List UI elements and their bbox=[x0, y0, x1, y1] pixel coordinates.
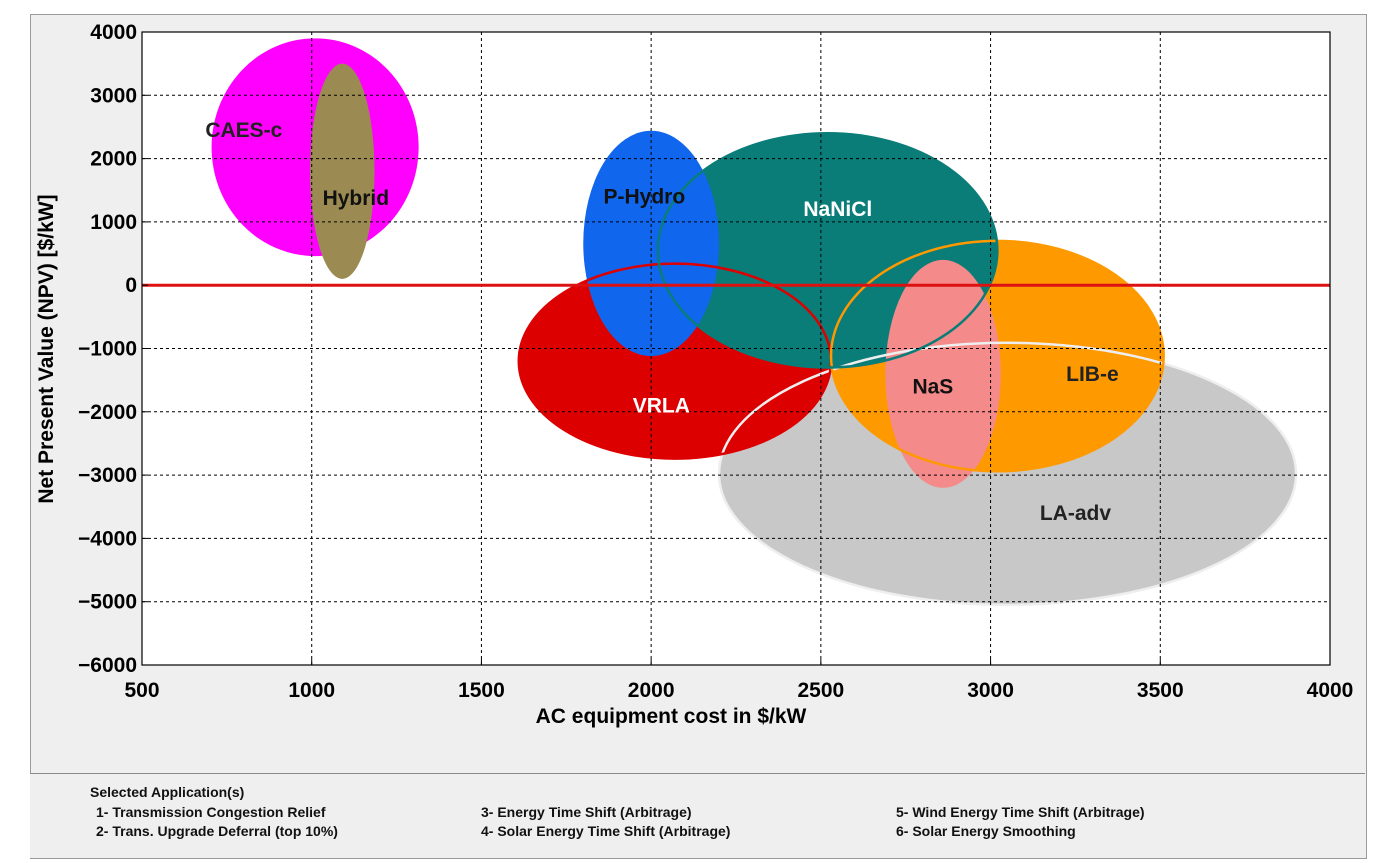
application-item-1: 1- Transmission Congestion Relief bbox=[96, 804, 326, 820]
x-tick-label: 500 bbox=[124, 679, 159, 702]
application-item-6: 6- Solar Energy Smoothing bbox=[896, 823, 1076, 839]
region-label-caes-c: CAES-c bbox=[205, 119, 282, 142]
x-tick-label: 4000 bbox=[1307, 679, 1354, 702]
selected-applications-panel: Selected Application(s) 1- Transmission … bbox=[30, 773, 1365, 858]
y-tick-label: −3000 bbox=[78, 464, 137, 487]
x-tick-label: 3500 bbox=[1137, 679, 1184, 702]
application-item-4: 4- Solar Energy Time Shift (Arbitrage) bbox=[481, 823, 731, 839]
applications-title: Selected Application(s) bbox=[90, 784, 245, 800]
region-nas bbox=[885, 259, 1001, 488]
region-label-vrla: VRLA bbox=[633, 394, 690, 417]
x-tick-label: 1000 bbox=[288, 679, 335, 702]
y-tick-label: −2000 bbox=[78, 401, 137, 424]
region-label-la-adv: LA-adv bbox=[1040, 502, 1111, 525]
y-tick-label: −1000 bbox=[78, 338, 137, 361]
y-tick-label: −5000 bbox=[78, 591, 137, 614]
x-tick-label: 2000 bbox=[628, 679, 675, 702]
figure-window: CAES-c Hybrid LA-adv VRLA LIB-e NaNiCl P-Hydro… bbox=[30, 14, 1367, 859]
y-axis-label: Net Present Value (NPV) [$/kW] bbox=[35, 194, 58, 503]
region-hybrid bbox=[310, 63, 375, 279]
application-item-3: 3- Energy Time Shift (Arbitrage) bbox=[481, 804, 692, 820]
x-tick-label: 3000 bbox=[967, 679, 1014, 702]
region-label-lib-e: LIB-e bbox=[1066, 363, 1119, 386]
y-tick-label: −4000 bbox=[78, 527, 137, 550]
y-tick-label: −6000 bbox=[78, 654, 137, 677]
region-label-nanicl: NaNiCl bbox=[803, 198, 872, 221]
y-tick-label: 4000 bbox=[90, 21, 137, 44]
x-tick-label: 2500 bbox=[797, 679, 844, 702]
region-outline-la-adv bbox=[717, 341, 1298, 607]
region-label-nas: NaS bbox=[912, 375, 953, 398]
region-outline-nanicl bbox=[656, 132, 999, 369]
y-tick-label: 1000 bbox=[90, 211, 137, 234]
npv-chart: CAES-c Hybrid LA-adv VRLA LIB-e NaNiCl P-Hydro… bbox=[35, 21, 1354, 728]
region-label-p-hydro: P-Hydro bbox=[604, 186, 686, 209]
y-tick-label: 2000 bbox=[90, 148, 137, 171]
y-tick-label: 0 bbox=[125, 274, 137, 297]
application-item-2: 2- Trans. Upgrade Deferral (top 10%) bbox=[96, 823, 338, 839]
x-axis-label: AC equipment cost in $/kW bbox=[536, 705, 807, 728]
y-tick-label: 3000 bbox=[90, 84, 137, 107]
region-label-hybrid: Hybrid bbox=[323, 187, 390, 210]
application-item-5: 5- Wind Energy Time Shift (Arbitrage) bbox=[896, 804, 1145, 820]
x-tick-label: 1500 bbox=[458, 679, 505, 702]
